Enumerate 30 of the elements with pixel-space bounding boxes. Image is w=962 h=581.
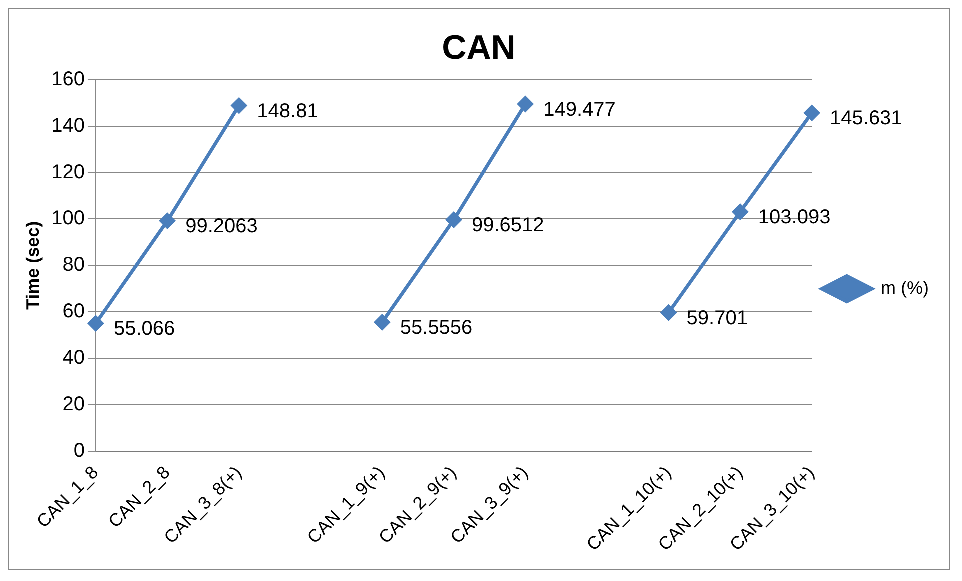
y-tick-label: 160 bbox=[52, 68, 85, 90]
y-tick-label: 0 bbox=[74, 440, 85, 462]
data-label: 103.093 bbox=[758, 206, 831, 229]
data-label: 99.2063 bbox=[186, 216, 258, 238]
data-label: 55.066 bbox=[114, 318, 176, 340]
point bbox=[804, 105, 820, 121]
data-label: 59.701 bbox=[686, 307, 748, 330]
point bbox=[446, 212, 462, 228]
legend-label: m (%) bbox=[881, 278, 930, 298]
y-tick-label: 120 bbox=[52, 161, 85, 184]
point bbox=[661, 305, 677, 321]
y-tick-label: 40 bbox=[62, 347, 85, 370]
point bbox=[88, 316, 104, 332]
y-axis-title: Time (sec) bbox=[22, 221, 43, 310]
y-tick-label: 80 bbox=[62, 254, 85, 276]
data-label: 99.6512 bbox=[472, 214, 544, 237]
chart-title: CAN bbox=[442, 28, 516, 67]
point bbox=[231, 98, 247, 114]
data-label: 145.631 bbox=[830, 108, 902, 130]
y-tick-label: 20 bbox=[62, 394, 85, 416]
data-label: 149.477 bbox=[544, 98, 616, 121]
y-tick-label: 140 bbox=[52, 114, 85, 137]
y-tick-label: 60 bbox=[62, 300, 85, 323]
point bbox=[160, 213, 176, 229]
point bbox=[732, 204, 748, 220]
data-label: 148.81 bbox=[257, 100, 318, 122]
point bbox=[518, 96, 534, 112]
data-label: 55.5556 bbox=[400, 316, 473, 339]
y-tick-label: 100 bbox=[52, 208, 85, 230]
point bbox=[374, 314, 390, 330]
